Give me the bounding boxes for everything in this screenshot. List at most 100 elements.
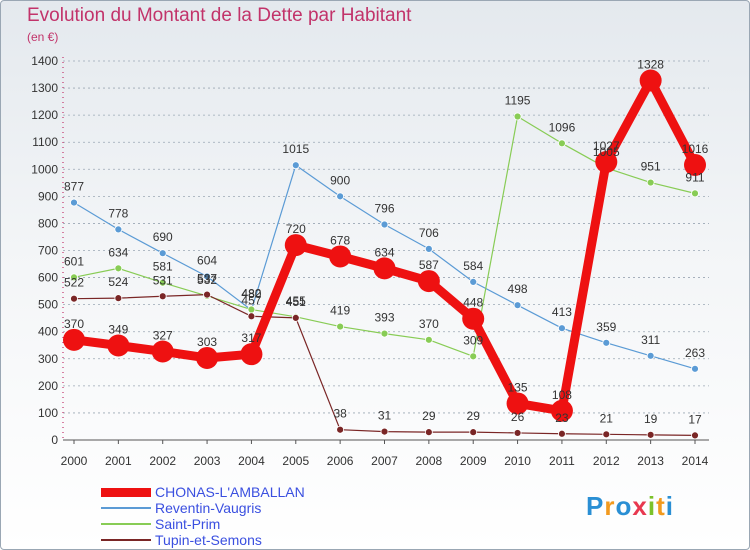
data-label: 601 [64,254,84,268]
y-tick-label: 100 [38,406,58,420]
data-label: 38 [333,407,347,421]
y-tick-label: 800 [38,216,58,230]
data-label: 911 [685,170,704,184]
y-tick-label: 300 [38,352,58,366]
data-label: 19 [644,412,658,426]
data-label: 482 [241,287,261,301]
legend-swatch [101,487,151,497]
data-label: 311 [641,333,660,347]
chart-subtitle: (en €) [27,30,59,44]
series-point [691,364,699,373]
data-label: 706 [419,226,439,240]
series-point [380,220,389,229]
y-tick-label: 1200 [31,108,58,122]
series-point [336,192,345,201]
y-tick-label: 1000 [31,162,58,176]
logo-letter: r [604,491,616,521]
data-label: 370 [64,317,84,331]
series-point [203,272,211,281]
series-point [380,427,389,436]
series-point [506,392,529,415]
y-tick-label: 0 [51,433,58,447]
data-label-layer: 370 349 327 303 317 720 678 634 587 448 135 108 1027… [64,57,709,426]
data-label: 1015 [282,142,309,156]
data-label: 581 [153,260,173,274]
series-point [158,249,167,258]
series-point [639,69,662,92]
data-label: 413 [552,305,572,319]
data-label: 532 [197,273,217,287]
series-point [417,270,440,293]
data-label: 1195 [505,93,531,107]
x-tick-label: 2007 [371,454,398,468]
series-point [70,198,78,207]
series-point [469,428,478,437]
data-label: 23 [555,411,569,425]
data-label: 877 [64,180,84,194]
series-point [646,430,655,439]
proxiti-logo: Proxiti [586,491,674,522]
data-label: 26 [511,410,525,424]
data-label: 1328 [637,57,664,71]
legend-swatch [101,507,151,509]
logo-letter: x [632,491,648,521]
series-point [284,234,307,257]
series-point [107,334,130,357]
series-point [602,430,611,439]
data-label: 370 [419,317,439,331]
data-label: 522 [64,276,84,290]
series-point [602,338,611,347]
series-point [513,112,522,121]
data-label: 604 [197,253,217,267]
series-point [558,429,566,438]
series-point [558,139,566,148]
series-point [424,335,433,344]
legend-swatch [101,523,151,525]
series-point [114,264,123,273]
y-tick-label: 500 [38,298,58,312]
series-point [691,189,699,198]
series-point [329,245,352,268]
data-label: 448 [463,296,483,310]
y-tick-label: 900 [38,189,58,203]
axis-layer: 0 100 200 300 400 500 600 700 800 900 1000 1100 1200… [31,54,709,468]
x-tick-label: 2008 [416,454,443,468]
x-tick-label: 2001 [105,454,132,468]
series-point [70,273,78,282]
data-label: 634 [374,245,394,259]
y-tick-label: 1400 [31,54,58,68]
x-tick-label: 2000 [61,454,88,468]
y-tick-label: 1100 [32,135,58,149]
data-label: 524 [108,275,128,289]
series-point [291,161,300,170]
data-label: 455 [286,294,306,308]
series-point [203,290,211,299]
data-label: 21 [600,411,614,425]
data-label: 1005 [593,145,620,159]
data-label: 29 [467,409,481,423]
series-point [247,312,256,321]
y-tick-label: 1300 [31,81,58,95]
y-tick-label: 400 [38,325,58,339]
y-tick-label: 600 [38,271,58,285]
data-label: 263 [685,346,705,360]
series-point [424,428,433,437]
series-point [646,351,655,360]
series-point [513,301,522,310]
data-label: 778 [108,206,128,220]
series-point [595,150,618,173]
data-label: 309 [463,333,483,347]
data-label: 108 [552,388,572,402]
data-label: 29 [422,409,436,423]
data-label: 498 [508,282,528,296]
series-point [336,322,345,331]
data-label: 678 [330,233,350,247]
series-point [240,343,263,366]
series-point [691,431,699,440]
series-layer [63,69,706,440]
data-label: 419 [330,304,350,318]
logo-letter: o [615,491,633,521]
x-tick-label: 2010 [504,454,531,468]
data-label: 451 [286,295,306,309]
